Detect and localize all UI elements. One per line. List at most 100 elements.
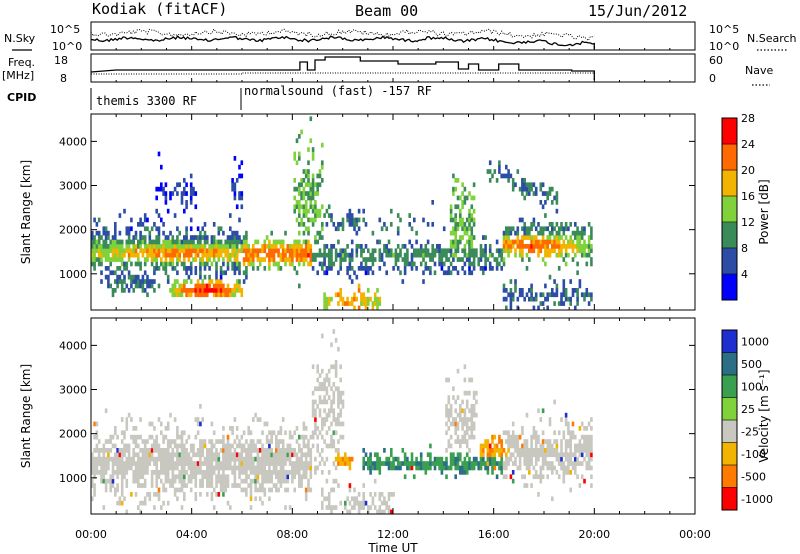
- cell: [162, 448, 165, 453]
- cell: [203, 456, 207, 462]
- cell: [486, 465, 490, 471]
- cell: [300, 217, 303, 223]
- cell: [100, 470, 103, 475]
- cell: [130, 226, 133, 232]
- cell: [449, 204, 453, 210]
- cell: [268, 239, 271, 245]
- cell: [484, 443, 487, 449]
- cell: [452, 386, 455, 392]
- cell: [454, 222, 457, 227]
- cell: [576, 456, 579, 462]
- cell: [355, 500, 359, 506]
- cell: [173, 452, 177, 458]
- cell: [502, 461, 506, 466]
- cell: [323, 257, 326, 262]
- cell: [532, 474, 536, 480]
- cell: [203, 283, 207, 289]
- cell: [196, 248, 200, 254]
- freq-tick-top: 18: [54, 54, 68, 67]
- cell: [284, 261, 287, 267]
- cell: [125, 478, 129, 484]
- cell: [371, 257, 375, 262]
- cell: [219, 292, 223, 298]
- cell: [139, 461, 142, 466]
- cell: [247, 448, 250, 453]
- cell: [185, 226, 188, 232]
- cell: [240, 452, 244, 458]
- cell: [528, 296, 531, 302]
- colorbar-swatch-0: [722, 274, 737, 301]
- cell: [360, 301, 363, 306]
- cell: [187, 252, 191, 258]
- cell: [245, 244, 248, 249]
- cell: [208, 248, 211, 254]
- cell: [562, 292, 566, 298]
- cell: [111, 474, 115, 480]
- cell: [456, 421, 460, 427]
- cell: [150, 478, 154, 484]
- cell: [201, 443, 204, 449]
- cell: [321, 368, 324, 374]
- cell: [417, 461, 421, 466]
- cell: [201, 279, 204, 284]
- cell: [162, 248, 165, 254]
- cell: [350, 257, 354, 262]
- cell: [528, 257, 531, 262]
- cell: [256, 252, 260, 258]
- cell: [111, 235, 115, 240]
- cell: [252, 461, 255, 466]
- cell: [162, 261, 165, 267]
- cell: [171, 452, 175, 458]
- cell: [456, 456, 460, 462]
- cell: [452, 456, 455, 462]
- cell: [295, 456, 299, 462]
- cell: [189, 465, 193, 471]
- cell: [210, 443, 214, 449]
- cell: [429, 257, 432, 262]
- cell: [562, 279, 566, 284]
- cell: [233, 470, 237, 475]
- cell: [217, 283, 221, 289]
- cell: [277, 443, 280, 449]
- cell: [217, 292, 221, 298]
- cell: [564, 412, 568, 418]
- cell: [201, 439, 204, 444]
- cell: [176, 292, 179, 298]
- cell: [470, 270, 474, 276]
- cell: [534, 452, 538, 458]
- cell: [157, 492, 161, 497]
- cell: [523, 186, 526, 192]
- cell: [201, 474, 204, 480]
- cell: [514, 461, 517, 466]
- cell: [353, 500, 356, 506]
- cell: [164, 461, 168, 466]
- cell: [210, 465, 214, 471]
- cell: [415, 239, 418, 245]
- cell: [293, 465, 296, 471]
- cell: [118, 456, 122, 462]
- cell: [93, 217, 96, 223]
- cell: [286, 443, 290, 449]
- cell: [518, 252, 522, 258]
- cell: [111, 252, 115, 258]
- cell: [537, 492, 540, 497]
- cell: [544, 248, 547, 254]
- cell: [268, 452, 271, 458]
- cell: [95, 239, 99, 245]
- cell: [281, 470, 285, 475]
- cell: [226, 257, 230, 262]
- x-tick-label-5: 20:00: [578, 528, 610, 541]
- cell: [585, 448, 589, 453]
- cell: [454, 213, 457, 218]
- cell: [143, 261, 147, 267]
- cell: [134, 252, 138, 258]
- cell: [139, 266, 142, 271]
- cell: [307, 452, 310, 458]
- cell: [97, 257, 101, 262]
- cell: [164, 200, 168, 205]
- cell: [173, 292, 177, 298]
- cell: [350, 217, 354, 223]
- cell: [321, 261, 324, 267]
- cell: [231, 456, 234, 462]
- cell: [249, 461, 253, 466]
